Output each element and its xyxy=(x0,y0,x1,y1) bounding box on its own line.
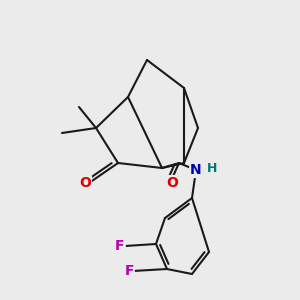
Text: F: F xyxy=(115,239,125,253)
Text: F: F xyxy=(124,264,134,278)
Text: O: O xyxy=(166,176,178,190)
Text: N: N xyxy=(190,163,202,177)
Text: H: H xyxy=(207,163,217,176)
Text: O: O xyxy=(79,176,91,190)
